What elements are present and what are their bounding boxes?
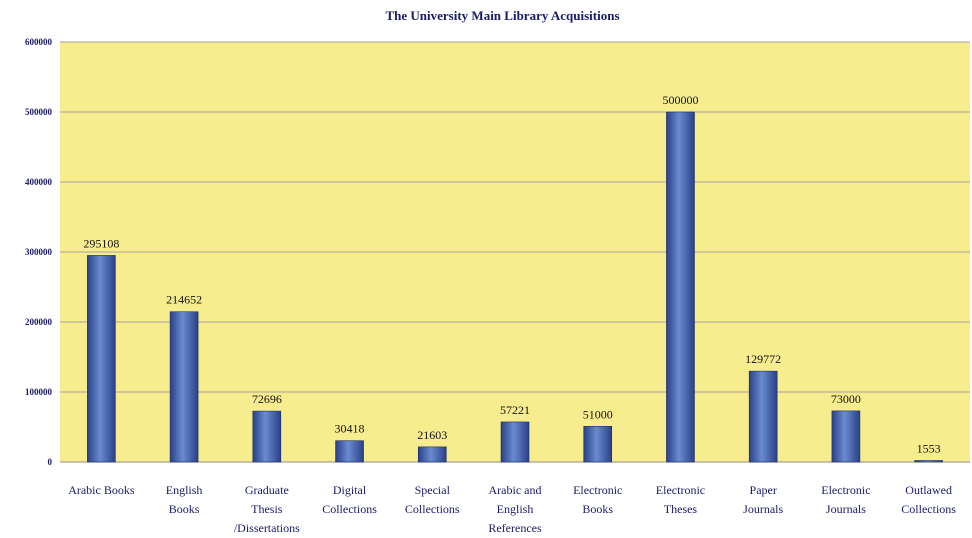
bar: [417, 446, 447, 463]
x-tick-label: Electronic Theses: [656, 483, 705, 516]
y-tick-label: 600000: [25, 37, 53, 47]
bar: [335, 440, 364, 463]
x-tick-label: English Books: [166, 483, 203, 516]
x-tick-label: Arabic Books: [68, 483, 135, 497]
bar: [583, 425, 613, 463]
bar: [831, 410, 861, 463]
y-tick-label: 0: [48, 457, 53, 467]
bars: [87, 111, 943, 463]
data-label: 57221: [500, 403, 530, 417]
x-tick-label: Digital Collections: [322, 483, 377, 516]
y-tick-label: 200000: [25, 317, 53, 327]
x-axis-labels: Arabic Books English Books Graduate Thesis/D…: [68, 483, 956, 535]
x-tick-label: Electronic Books: [573, 483, 622, 516]
data-label: 73000: [831, 392, 861, 406]
bar: [500, 421, 530, 463]
data-label: 214652: [166, 293, 202, 307]
chart-title: The University Main Library Acquisitions: [385, 8, 620, 23]
y-tick-label: 400000: [25, 177, 53, 187]
data-label: 500000: [662, 93, 698, 107]
x-tick-label: Electronic Journals: [821, 483, 870, 516]
y-axis-ticks: 0 100000 200000 300000 400000 500000 600000: [25, 37, 53, 467]
bar: [87, 255, 116, 463]
data-label: 72696: [252, 392, 282, 406]
data-label: 129772: [745, 352, 781, 366]
data-label: 30418: [335, 422, 365, 436]
data-label: 1553: [917, 442, 941, 456]
x-tick-label: Arabic and English References: [488, 483, 542, 535]
data-label: 295108: [83, 236, 119, 250]
data-label: 21603: [417, 428, 447, 442]
x-tick-label: Graduate Thesis/Dissertations: [234, 483, 300, 535]
bar: [252, 410, 282, 463]
value-labels: 295108 214652 72696 30418 21603 57221 51000 500…: [83, 93, 940, 456]
y-tick-label: 300000: [25, 247, 53, 257]
data-label: 51000: [583, 407, 613, 421]
x-tick-label: Special Collections: [405, 483, 460, 516]
bar: [748, 370, 778, 463]
x-tick-label: Outlawed Collections: [901, 483, 956, 516]
bar: [666, 111, 695, 463]
y-tick-label: 500000: [25, 107, 53, 117]
y-tick-label: 100000: [25, 387, 53, 397]
bar: [914, 460, 943, 463]
bar: [169, 311, 199, 463]
x-tick-label: Paper Journals: [743, 483, 783, 516]
